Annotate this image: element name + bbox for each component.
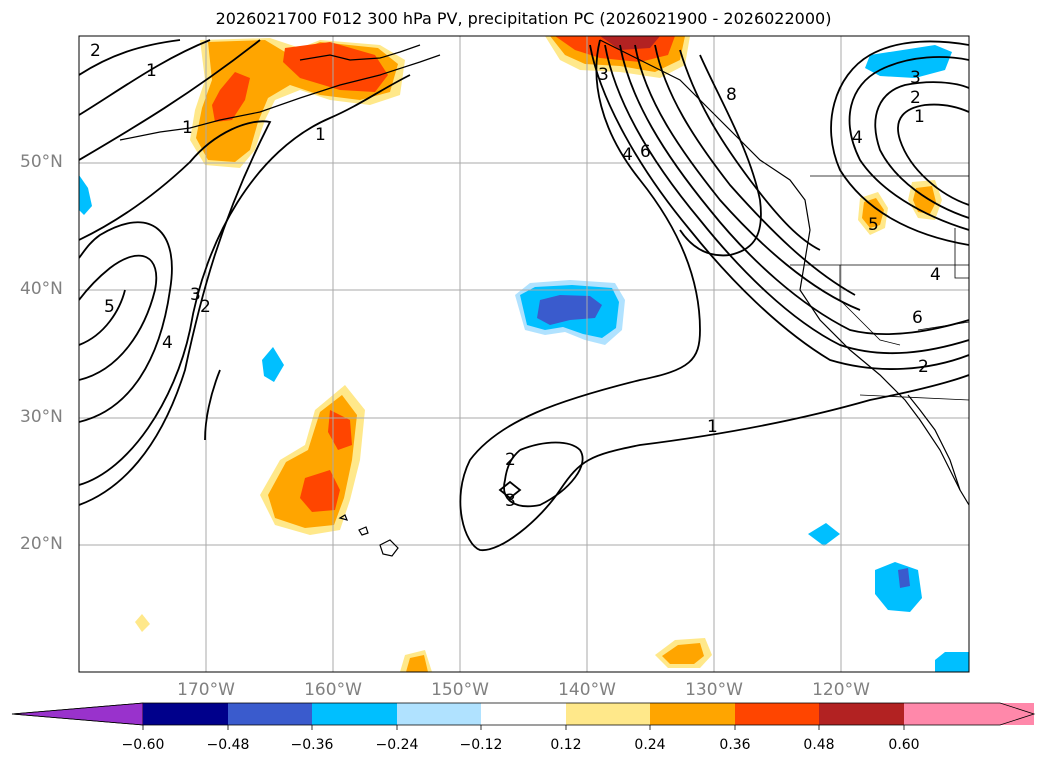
contour-label: 2	[918, 357, 929, 377]
contour-label: 3	[505, 491, 516, 511]
colorbar-tick-label: −0.36	[290, 737, 334, 753]
contour-label: 3	[910, 68, 921, 88]
colorbar-extend-low	[11, 702, 144, 726]
contour-label: 3	[598, 65, 609, 85]
pv-contours	[79, 39, 969, 551]
precip-negative-region	[537, 295, 602, 325]
longitude-label: 170°W	[177, 680, 235, 700]
colorbar-tick-label: −0.12	[459, 737, 503, 753]
colorbar-extend-high	[904, 703, 1034, 725]
colorbar-bin	[650, 703, 735, 725]
contour-label: 2	[910, 88, 921, 108]
colorbar-bin	[819, 703, 904, 725]
colorbar-tick-label: 0.24	[634, 737, 666, 753]
precip-positive-region	[135, 614, 150, 632]
colorbar-tick-label: −0.60	[121, 737, 165, 753]
contour-label: 6	[640, 142, 651, 162]
precip-negative-region	[898, 568, 910, 588]
contour-label: 4	[162, 333, 173, 353]
longitude-label: 130°W	[685, 680, 743, 700]
precip-positive-region	[212, 72, 250, 122]
colorbar-bin	[397, 703, 481, 725]
longitude-label: 150°W	[431, 680, 489, 700]
colorbar-tick-label: 0.36	[719, 737, 751, 753]
contour-label: 2	[90, 41, 101, 61]
precip-positive-region	[662, 643, 704, 664]
latitude-label: 50°N	[20, 152, 63, 172]
precip-positive-region	[862, 198, 884, 228]
contour-label: 6	[912, 308, 923, 328]
colorbar-tick-label: 0.48	[803, 737, 835, 753]
colorbar-tick-label: 0.12	[550, 737, 582, 753]
contour-label: 1	[315, 125, 326, 145]
graticule	[79, 36, 969, 672]
latitude-label: 30°N	[20, 407, 63, 427]
colorbar-bin	[312, 703, 397, 725]
longitude-label: 160°W	[304, 680, 362, 700]
contour-label: 1	[182, 118, 193, 138]
contour-label: 5	[868, 215, 879, 235]
map-title: 2026021700 F012 300 hPa PV, precipitatio…	[215, 9, 832, 28]
precip-negative-region	[262, 347, 284, 382]
colorbar-bin	[735, 703, 819, 725]
contour-label: 4	[852, 128, 863, 148]
contour-label: 8	[726, 85, 737, 105]
coastlines	[119, 39, 969, 557]
precip-positive-region	[600, 36, 660, 50]
colorbar	[11, 702, 1036, 730]
contour-label: 4	[930, 265, 941, 285]
contour-label: 2	[505, 450, 516, 470]
precip-positive-region	[406, 655, 428, 672]
contour-label: 3	[190, 285, 201, 305]
longitude-label: 140°W	[558, 680, 616, 700]
precip-shading	[79, 36, 969, 672]
colorbar-tick-label: −0.24	[375, 737, 419, 753]
contour-label: 4	[622, 145, 633, 165]
precip-negative-region	[79, 175, 92, 215]
precip-negative-region	[875, 562, 922, 612]
latitude-label: 40°N	[20, 279, 63, 299]
latitude-label: 20°N	[20, 534, 63, 554]
precip-negative-region	[935, 652, 969, 672]
contour-label: 2	[200, 297, 211, 317]
colorbar-bin	[228, 703, 312, 725]
precip-negative-region	[865, 45, 952, 78]
colorbar-bin	[566, 703, 650, 725]
precip-positive-region	[328, 410, 352, 450]
colorbar-tick-label: −0.48	[206, 737, 250, 753]
colorbar-bin	[481, 703, 566, 725]
contour-label: 1	[914, 107, 925, 127]
contour-label: 5	[104, 297, 115, 317]
longitude-label: 120°W	[812, 680, 870, 700]
contour-label: 1	[146, 61, 157, 81]
pv-contour-labels: 2 1 1 1 5 4 3 2 2 3 1 3 4 6 8 3 2 1 4 5 …	[90, 41, 941, 511]
precip-negative-region	[808, 523, 840, 546]
plot-frame	[78, 35, 970, 673]
plot-area: 2 1 1 1 5 4 3 2 2 3 1 3 4 6 8 3 2 1 4 5 …	[79, 36, 969, 672]
colorbar-tick-label: 0.60	[888, 737, 920, 753]
contour-label: 1	[707, 417, 718, 437]
precip-positive-region	[300, 470, 340, 512]
colorbar-bin	[143, 703, 228, 725]
